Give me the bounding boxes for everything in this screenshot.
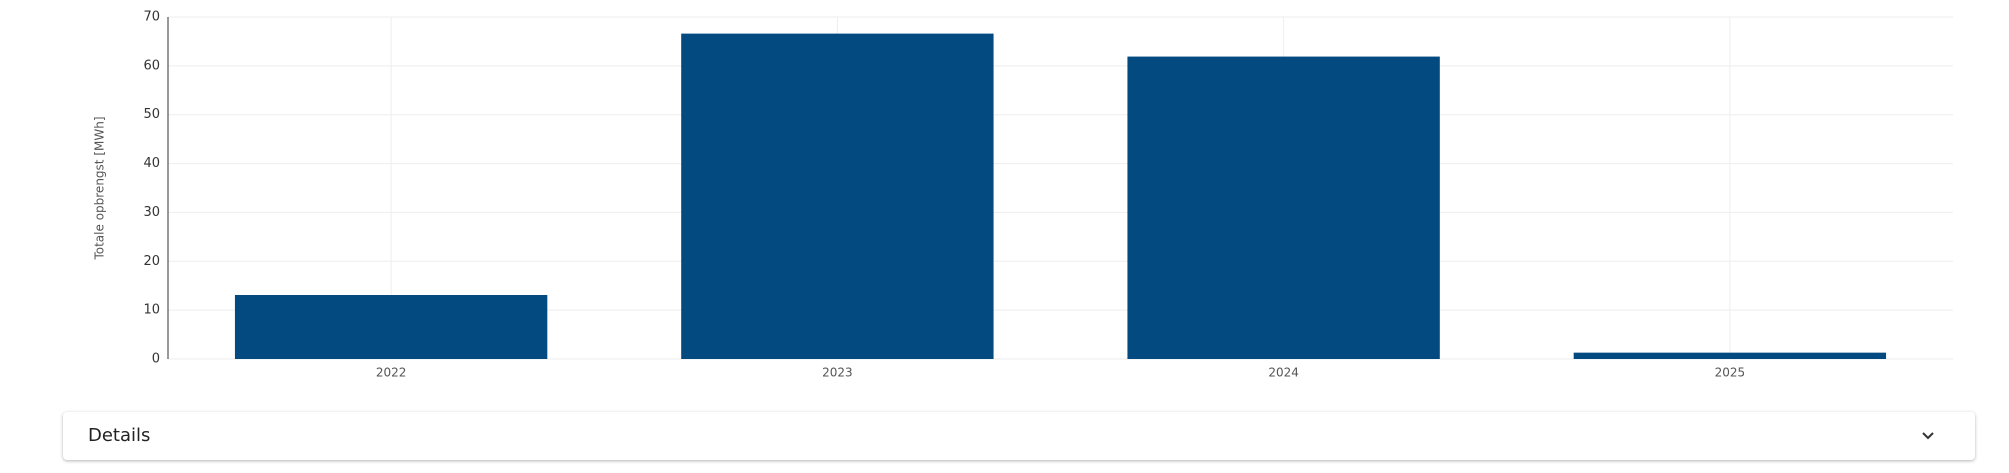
x-tick-label: 2023 xyxy=(822,366,853,380)
chevron xyxy=(1922,432,1934,440)
x-tick-label: 2024 xyxy=(1268,366,1299,380)
x-tick-label: 2025 xyxy=(1715,366,1746,380)
y-tick-label: 70 xyxy=(143,10,160,25)
bar xyxy=(681,33,994,360)
y-tick-label: 50 xyxy=(143,107,160,122)
y-tick-label: 20 xyxy=(143,254,160,269)
y-tick-label: 10 xyxy=(143,303,160,318)
bar xyxy=(1127,56,1440,360)
y-tick-label: 0 xyxy=(152,352,160,367)
bar xyxy=(1573,352,1887,359)
chart: Totale opbrengst [MWh] 0 10 20 30 40 50 60 70 20… xyxy=(93,10,1953,380)
details-title: Details xyxy=(88,425,151,446)
x-tick-label: 2022 xyxy=(376,366,407,380)
y-tick-label: 30 xyxy=(143,205,160,220)
y-tick-label: 40 xyxy=(143,156,160,171)
details-panel[interactable]: Details xyxy=(63,412,1975,460)
y-tick-label: 60 xyxy=(143,58,160,73)
bar xyxy=(234,294,548,359)
y-axis-label: Totale opbrengst [MWh] xyxy=(93,116,107,260)
